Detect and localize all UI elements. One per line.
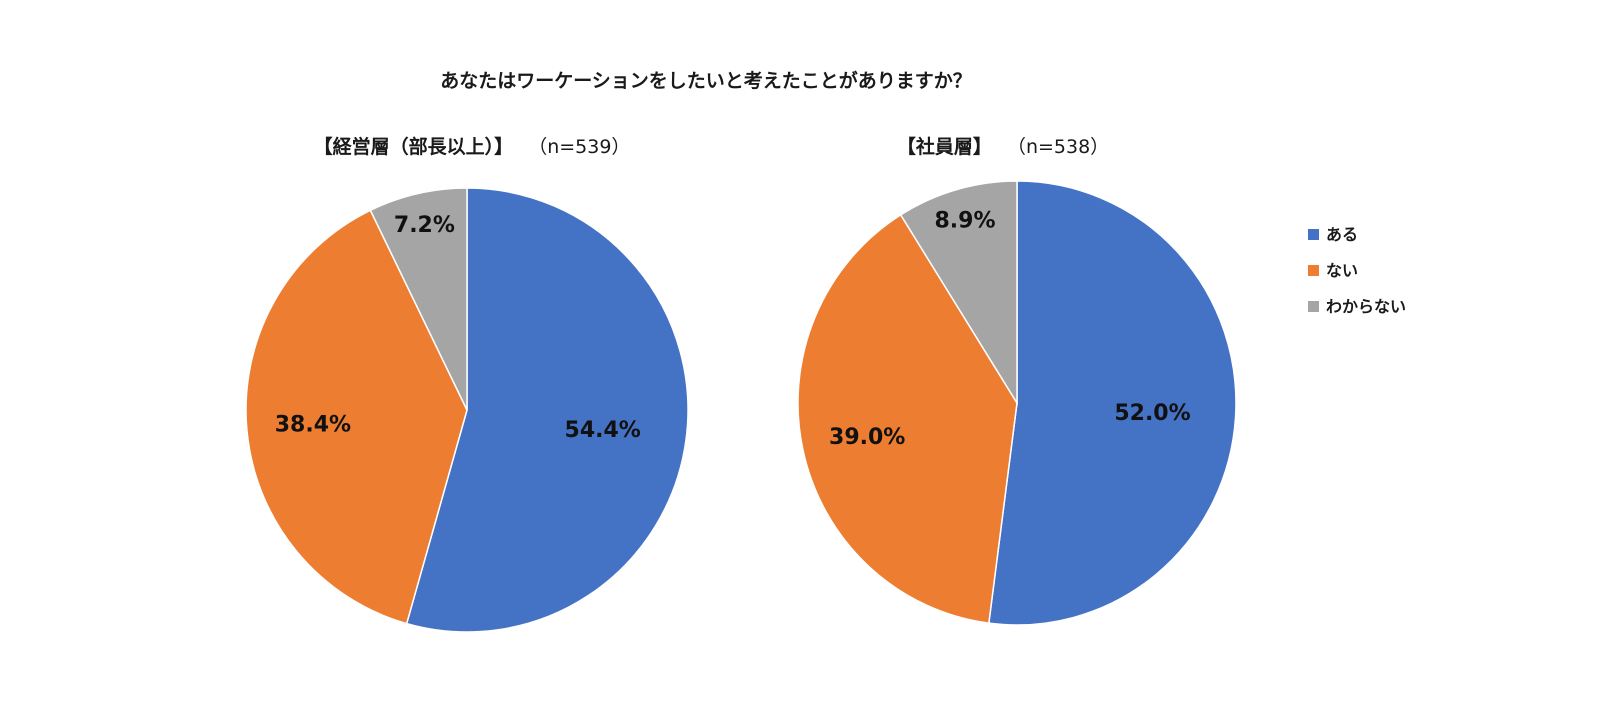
pie-2-slice-nai bbox=[797, 213, 1018, 625]
pie-1-label-wakaranai: 7.2% bbox=[394, 213, 455, 238]
pie-2-label-nai: 39.0% bbox=[829, 425, 905, 450]
legend-label-nai: ない bbox=[1326, 261, 1358, 280]
pie-2-label-aru: 52.0% bbox=[1114, 401, 1190, 426]
pie-1-sample-size: （n=539） bbox=[528, 136, 630, 158]
pie-1-slice-nai bbox=[245, 209, 468, 625]
pie-2-slice-wakaranai bbox=[899, 180, 1018, 406]
legend-label-aru: ある bbox=[1326, 225, 1358, 244]
pie-2-slice-aru bbox=[988, 180, 1237, 626]
pie-2-sample-size: （n=538） bbox=[1007, 136, 1109, 158]
pie-1-slice-wakaranai bbox=[369, 187, 468, 411]
pie-1-label-aru: 54.4% bbox=[565, 418, 641, 443]
legend-swatch-aru bbox=[1308, 229, 1319, 240]
legend-label-wakaranai: わからない bbox=[1326, 297, 1406, 316]
legend-swatch-nai bbox=[1308, 265, 1319, 276]
legend-swatch-wakaranai bbox=[1308, 301, 1319, 312]
pie-1-label-nai: 38.4% bbox=[275, 413, 351, 438]
pie-1-subtitle-line: 【経営層（部長以上）】 （n=539） bbox=[314, 135, 631, 158]
pie-2-label-wakaranai: 8.9% bbox=[934, 209, 995, 234]
pie-1: 54.4% 38.4% 7.2% bbox=[245, 187, 689, 633]
chart-title: あなたはワーケーションをしたいと考えたことがありますか？ bbox=[440, 69, 972, 92]
pie-1-slice-aru bbox=[405, 187, 689, 633]
pie-2-subtitle: 【社員層】 bbox=[897, 135, 992, 158]
pie-2: 52.0% 39.0% 8.9% bbox=[797, 180, 1237, 626]
pie-1-subtitle: 【経営層（部長以上）】 bbox=[314, 135, 514, 158]
pie-2-subtitle-line: 【社員層】 （n=538） bbox=[897, 135, 1109, 158]
